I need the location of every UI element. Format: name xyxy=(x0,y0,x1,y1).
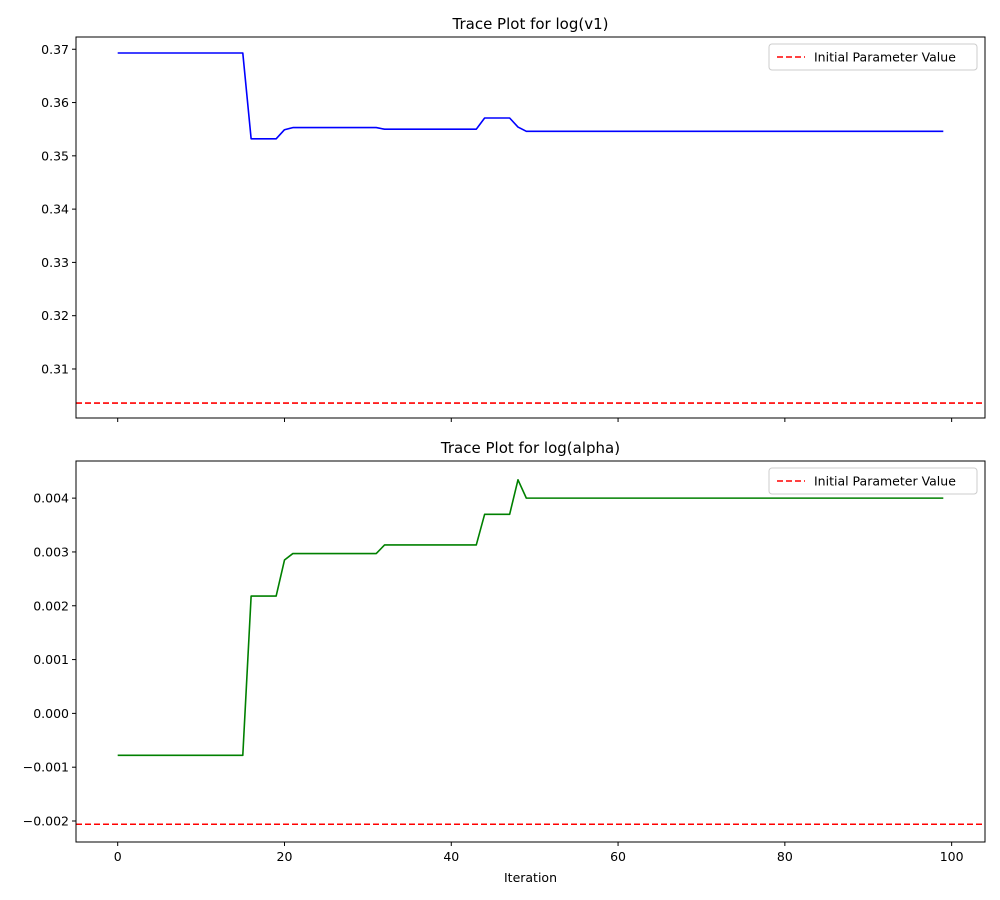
chart-title: Trace Plot for log(alpha) xyxy=(440,439,620,457)
y-tick-label: 0.32 xyxy=(41,308,69,323)
y-tick-label: −0.002 xyxy=(23,814,69,829)
y-tick-label: 0.37 xyxy=(41,42,69,57)
legend-box xyxy=(768,467,978,495)
y-tick-label: 0.002 xyxy=(33,598,69,613)
legend-box xyxy=(768,43,978,71)
y-tick-label: 0.003 xyxy=(33,544,69,559)
y-tick-label: 0.000 xyxy=(33,706,69,721)
y-tick-label: 0.34 xyxy=(41,202,69,217)
y-tick-label: 0.31 xyxy=(41,361,69,376)
trace-line xyxy=(117,479,944,757)
legend-label: Initial Parameter Value xyxy=(814,50,956,65)
y-tick-label: 0.36 xyxy=(41,95,69,110)
y-tick-label: 0.33 xyxy=(41,255,69,270)
x-axis-label: Iteration xyxy=(504,870,557,885)
axes-frame xyxy=(75,36,986,419)
x-tick-label: 40 xyxy=(443,849,459,864)
x-tick-label: 20 xyxy=(277,849,293,864)
x-tick-label: 0 xyxy=(114,849,122,864)
y-tick-label: 0.004 xyxy=(33,491,69,506)
legend-label: Initial Parameter Value xyxy=(814,474,956,489)
chart-title: Trace Plot for log(v1) xyxy=(452,15,609,33)
y-tick-label: −0.001 xyxy=(23,760,69,775)
y-tick-label: 0.35 xyxy=(41,148,69,163)
y-tick-label: 0.001 xyxy=(33,652,69,667)
trace-line xyxy=(117,52,944,140)
x-tick-label: 60 xyxy=(610,849,626,864)
x-tick-label: 80 xyxy=(777,849,793,864)
x-tick-label: 100 xyxy=(940,849,964,864)
axes-frame xyxy=(75,460,986,843)
